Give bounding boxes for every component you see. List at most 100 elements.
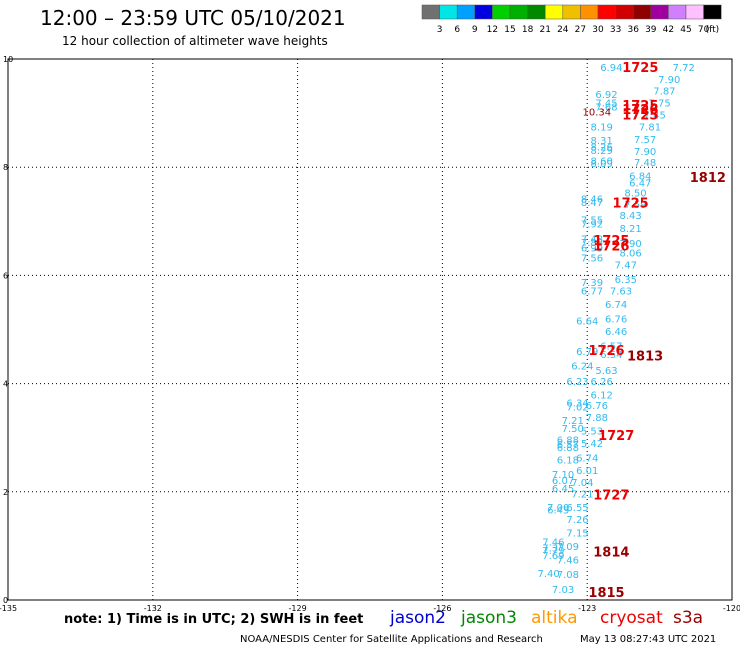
wave-height-label: 6.64	[576, 316, 598, 327]
wave-height-label: 8.43	[620, 211, 642, 222]
wave-height-label: 7.37	[542, 544, 564, 555]
wave-height-label: 6.07	[552, 476, 574, 487]
track-time-label: 1815	[588, 586, 624, 601]
x-tick-label: -123	[578, 604, 596, 613]
colorbar-label: 6	[454, 25, 460, 35]
track-time-label: 1727	[593, 489, 629, 504]
track-time-label: 1814	[593, 545, 629, 560]
track-time-label: 1726	[593, 240, 629, 255]
wave-height-label: 6.55	[566, 503, 588, 514]
chart-subtitle: 12 hour collection of altimeter wave hei…	[62, 34, 328, 48]
y-tick-label: 6	[3, 271, 8, 280]
track-time-label: 1812	[690, 171, 726, 186]
wave-height-label: 7.79	[542, 546, 564, 557]
wave-height-label: 7.68	[595, 103, 617, 114]
colorbar-swatch	[597, 4, 616, 20]
wave-height-label: 7.08	[557, 570, 579, 581]
colorbar-label: 45	[680, 25, 691, 35]
wave-height-label: 6.01	[576, 466, 598, 477]
colorbar-label: 24	[557, 25, 569, 35]
wave-height-label: 7.46	[542, 538, 564, 549]
wave-height-label: 8.06	[620, 249, 642, 260]
grid-lines	[8, 59, 732, 600]
wave-height-label: 7.81	[639, 123, 661, 134]
legend-s3a: s3a	[673, 608, 704, 628]
x-tick-label: -126	[433, 604, 451, 613]
wave-height-label: 7.00	[547, 503, 569, 514]
wave-height-label: 6.12	[591, 390, 613, 401]
axis-tick-labels: -135 -132 -129 -126 -123 -120 0 2 4 6 8 10	[0, 55, 740, 613]
wave-height-label: 7.45	[595, 98, 617, 109]
wave-height-label: 6.35	[615, 275, 637, 286]
wave-height-label: 7.90	[658, 75, 680, 86]
wave-height-label: 10.34	[583, 107, 612, 118]
track-time-label: 1725	[622, 61, 658, 76]
y-tick-label: 0	[3, 596, 8, 605]
colorbar-swatch	[650, 4, 669, 20]
colorbar-swatch	[668, 4, 687, 20]
data-marks: 6.94 7.727.907.876.927.757.457.687.4510.3…	[537, 61, 726, 601]
colorbar-label: 21	[539, 25, 550, 35]
wave-height-label: 7.15	[566, 528, 588, 539]
y-tick-label: 2	[3, 488, 8, 497]
wave-height-label: 7.45	[644, 111, 666, 122]
wave-height-label: 6.46	[605, 327, 627, 338]
wave-height-label: 6.57	[557, 440, 579, 451]
chart-title: 12:00 – 23:59 UTC 05/10/2021	[40, 6, 346, 30]
wave-height-label: 7.21	[562, 416, 584, 427]
color-scale-bar: 3 6 9 12 15 18 21 24 27 30 33 36 39 42 45 70(ft)	[421, 4, 722, 35]
colorbar-swatch	[456, 4, 476, 20]
wave-height-label: 8.29	[591, 146, 613, 157]
wave-height-label: 7.21	[571, 489, 593, 500]
colorbar-swatch	[492, 4, 511, 20]
wave-height-label: 5.63	[595, 366, 617, 377]
colorbar-label: 42	[663, 25, 674, 35]
wave-height-label: 8.19	[591, 123, 613, 134]
wave-height-label: 6.47	[629, 178, 651, 189]
wave-height-label: 7.88	[586, 413, 608, 424]
colorbar-label: 33	[610, 25, 621, 35]
track-time-label: 1813	[627, 349, 663, 364]
wave-height-label: 7.03	[552, 585, 574, 596]
colorbar-label: 36	[627, 25, 639, 35]
wave-height-label: 7.92	[581, 219, 603, 230]
colorbar-label: 12	[487, 25, 498, 35]
wave-height-label: 8.09	[591, 159, 613, 170]
colorbar-swatch	[632, 4, 652, 20]
colorbar-swatch	[474, 4, 493, 20]
wave-height-label: 8.46	[581, 195, 603, 206]
wave-height-label: 7.40	[537, 569, 559, 580]
wave-height-label: 7.48	[634, 158, 656, 169]
wave-height-label: 6.84	[629, 171, 651, 182]
wave-height-label: 8.31	[591, 136, 613, 147]
plot-frame	[7, 58, 733, 601]
wave-height-label: 7.48	[581, 235, 603, 246]
colorbar-label: 3	[437, 25, 443, 35]
colorbar-label: 18	[522, 25, 534, 35]
wave-height-label: 6.45	[547, 506, 569, 517]
wave-height-label: 7.87	[653, 86, 675, 97]
wave-height-label: 8.60	[591, 157, 613, 168]
wave-height-label: 7.10	[552, 470, 574, 481]
colorbar-label: 15	[504, 25, 515, 35]
track-time-label: 1725	[622, 99, 658, 114]
track-time-label: 1725	[593, 234, 629, 249]
colorbar-swatch	[439, 4, 458, 20]
wave-height-label: 8.50	[624, 189, 646, 200]
wave-height-label: 5.42	[581, 439, 603, 450]
track-time-label: 1727	[598, 429, 634, 444]
track-time-label: 1726	[622, 103, 658, 118]
wave-height-label: 6.57	[600, 342, 622, 353]
colorbar-swatch	[580, 4, 599, 20]
wave-height-label: 7.47	[615, 261, 637, 272]
plot-border	[7, 58, 733, 601]
colorbar-label: 39	[645, 25, 657, 35]
legend-cryosat: cryosat	[600, 608, 663, 628]
wave-height-label: 6.94	[600, 63, 622, 74]
wave-height-label: 7.69	[542, 551, 564, 562]
colorbar-label: 9	[472, 25, 478, 35]
wave-height-label: 6.74	[605, 300, 627, 311]
generated-timestamp: May 13 08:27:43 UTC 2021	[580, 634, 717, 645]
wave-height-label: 7.50	[562, 424, 584, 435]
